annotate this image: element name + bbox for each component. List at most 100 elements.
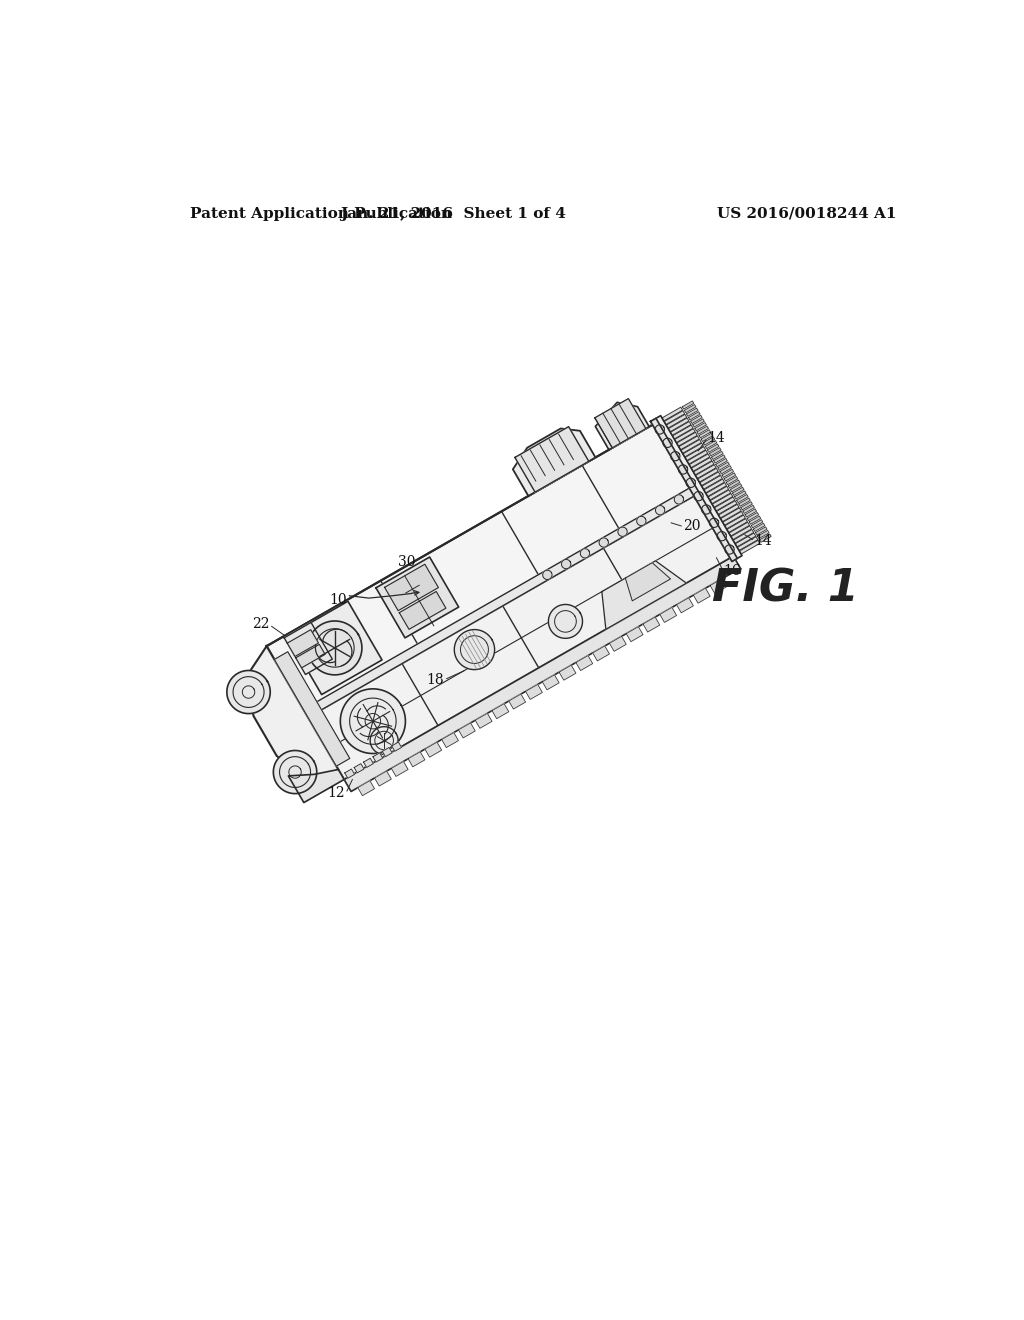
Text: 14: 14 (754, 533, 772, 548)
Polygon shape (273, 751, 316, 793)
Polygon shape (575, 656, 593, 671)
Polygon shape (682, 401, 694, 409)
Polygon shape (714, 455, 725, 463)
Polygon shape (734, 491, 746, 499)
Polygon shape (699, 430, 711, 438)
Polygon shape (691, 458, 712, 471)
Text: 22: 22 (252, 616, 269, 631)
Text: Patent Application Publication: Patent Application Publication (190, 207, 452, 220)
Polygon shape (385, 564, 438, 611)
Polygon shape (695, 422, 707, 430)
Polygon shape (515, 426, 589, 492)
Polygon shape (549, 605, 583, 639)
Polygon shape (717, 500, 737, 515)
Polygon shape (274, 652, 350, 766)
Polygon shape (708, 444, 719, 453)
Polygon shape (738, 498, 751, 506)
Polygon shape (726, 477, 737, 484)
Polygon shape (699, 473, 720, 486)
Polygon shape (748, 512, 759, 520)
Polygon shape (737, 537, 758, 550)
Polygon shape (756, 527, 767, 535)
Polygon shape (701, 475, 722, 490)
Polygon shape (731, 525, 752, 540)
Polygon shape (677, 433, 697, 446)
Polygon shape (754, 523, 765, 532)
Polygon shape (708, 486, 728, 500)
Polygon shape (650, 418, 737, 561)
Polygon shape (723, 512, 743, 525)
Polygon shape (739, 540, 760, 554)
Polygon shape (373, 752, 383, 762)
Text: 12: 12 (327, 785, 345, 800)
Polygon shape (694, 491, 703, 500)
Polygon shape (671, 421, 691, 436)
Polygon shape (655, 506, 665, 515)
Polygon shape (716, 458, 727, 467)
Polygon shape (543, 675, 559, 690)
Polygon shape (509, 694, 525, 709)
Polygon shape (711, 578, 727, 594)
Polygon shape (667, 414, 687, 428)
Polygon shape (720, 466, 731, 474)
Polygon shape (285, 623, 333, 675)
Polygon shape (659, 607, 677, 623)
Polygon shape (750, 516, 761, 524)
Polygon shape (673, 425, 693, 440)
Polygon shape (728, 480, 739, 488)
Polygon shape (729, 523, 750, 536)
Polygon shape (354, 764, 364, 772)
Polygon shape (376, 557, 459, 638)
Polygon shape (425, 742, 441, 758)
Polygon shape (686, 478, 695, 487)
Polygon shape (712, 451, 723, 459)
Polygon shape (399, 591, 445, 630)
Text: 16: 16 (723, 564, 741, 578)
Polygon shape (721, 508, 741, 521)
Polygon shape (543, 570, 552, 579)
Polygon shape (684, 404, 696, 413)
Polygon shape (288, 601, 382, 694)
Polygon shape (296, 644, 325, 668)
Text: 10: 10 (329, 593, 346, 607)
Polygon shape (760, 535, 771, 543)
Polygon shape (455, 630, 495, 669)
Polygon shape (727, 519, 748, 532)
Polygon shape (227, 671, 270, 714)
Polygon shape (725, 545, 734, 554)
Polygon shape (681, 440, 701, 453)
Polygon shape (715, 498, 735, 511)
Polygon shape (602, 561, 686, 630)
Text: 30: 30 (398, 556, 416, 569)
Polygon shape (375, 771, 391, 785)
Polygon shape (492, 704, 509, 718)
Polygon shape (688, 412, 700, 420)
Polygon shape (669, 418, 689, 432)
Polygon shape (710, 519, 719, 528)
Polygon shape (595, 399, 646, 447)
Polygon shape (475, 713, 492, 729)
Polygon shape (303, 486, 697, 718)
Polygon shape (743, 506, 755, 513)
Polygon shape (370, 727, 398, 755)
Polygon shape (340, 689, 406, 754)
Polygon shape (710, 490, 731, 504)
Polygon shape (637, 516, 646, 525)
Polygon shape (650, 416, 742, 561)
Polygon shape (643, 616, 659, 632)
Polygon shape (678, 465, 688, 474)
Polygon shape (581, 549, 590, 558)
Polygon shape (663, 438, 672, 447)
Polygon shape (677, 598, 693, 612)
Polygon shape (732, 487, 744, 495)
Polygon shape (675, 429, 695, 442)
Polygon shape (752, 520, 763, 528)
Polygon shape (459, 723, 475, 738)
Polygon shape (691, 416, 702, 424)
Polygon shape (717, 532, 726, 541)
Polygon shape (683, 444, 703, 457)
Polygon shape (599, 539, 608, 548)
Polygon shape (617, 527, 627, 536)
Polygon shape (733, 529, 754, 544)
Polygon shape (525, 685, 543, 700)
